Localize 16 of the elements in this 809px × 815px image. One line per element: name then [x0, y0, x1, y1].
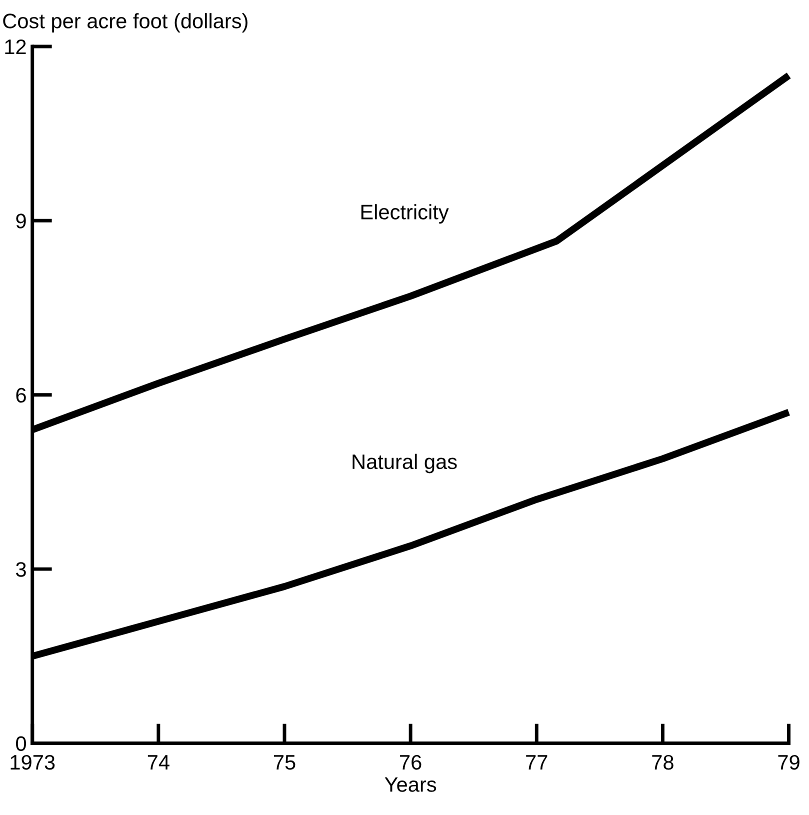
x-tick-label: 79 — [778, 754, 800, 770]
x-axis-title: Years — [384, 777, 436, 792]
y-tick-label: 6 — [16, 388, 26, 403]
y-tick-label: 0 — [16, 736, 26, 752]
text: Electricity — [361, 204, 449, 224]
y-tick-label: 9 — [16, 214, 26, 228]
x-tick-label: 78 — [652, 754, 674, 770]
y-tick-label: 3 — [16, 562, 26, 577]
x-tick-label: 75 — [274, 755, 296, 770]
x-tick-label: 74 — [148, 755, 170, 770]
text: Natural gas — [352, 454, 457, 474]
x-tick-label: 76 — [400, 754, 422, 770]
x-tick-label: 1973 — [10, 754, 55, 770]
y-axis-title: Cost per acre foot (dollars) — [3, 13, 248, 33]
y-tick-label: 12 — [5, 39, 26, 54]
x-tick-label: 77 — [526, 755, 548, 770]
